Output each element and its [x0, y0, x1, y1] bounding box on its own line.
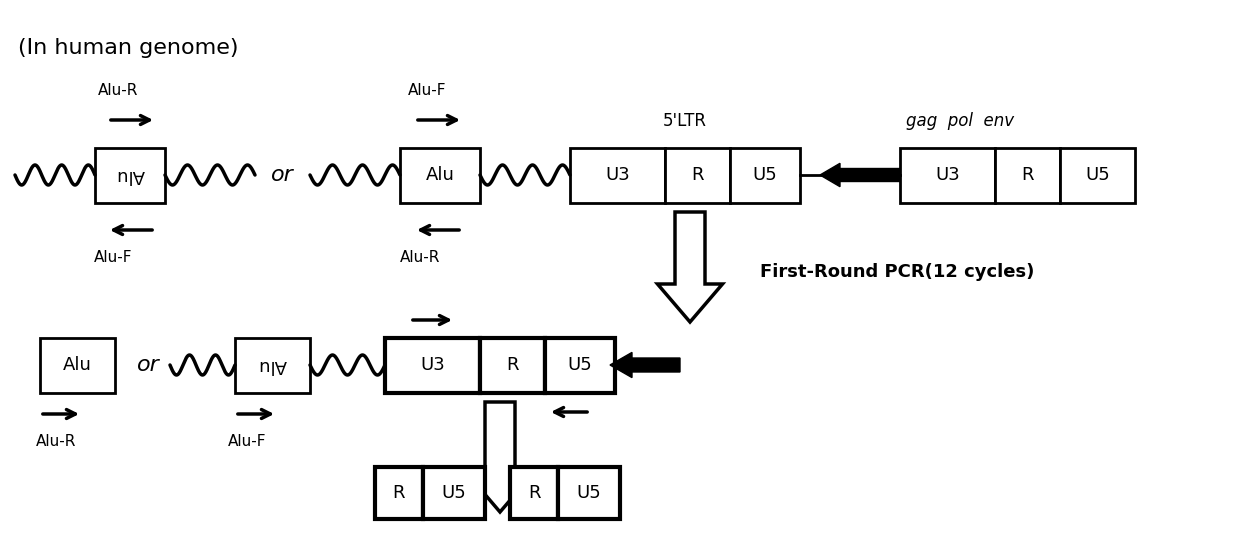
FancyArrow shape [610, 352, 680, 377]
Text: U5: U5 [1085, 166, 1110, 184]
Bar [665, 148, 730, 203]
Text: R: R [528, 484, 541, 502]
Text: U3: U3 [605, 166, 630, 184]
Bar [570, 148, 665, 203]
Text: gag  pol  env: gag pol env [906, 112, 1014, 130]
Text: R: R [691, 166, 704, 184]
Text: (In human genome): (In human genome) [19, 38, 238, 58]
Text: R: R [393, 484, 405, 502]
Text: Alu: Alu [115, 166, 144, 184]
Text: Alu-F: Alu-F [94, 250, 133, 265]
Polygon shape [657, 212, 723, 322]
Bar [384, 338, 480, 393]
Text: or: or [270, 165, 294, 185]
Text: U3: U3 [420, 356, 445, 375]
Bar [994, 148, 1060, 203]
Text: U5: U5 [568, 356, 593, 375]
Text: Alu: Alu [63, 356, 92, 375]
Text: Alu-R: Alu-R [98, 83, 139, 98]
Text: U5: U5 [753, 166, 777, 184]
Bar [374, 467, 423, 519]
Bar [1060, 148, 1135, 203]
Bar [510, 467, 558, 519]
Bar [730, 148, 800, 203]
Text: Alu: Alu [425, 166, 454, 184]
Bar [546, 338, 615, 393]
Bar [236, 338, 310, 393]
Text: Alu-F: Alu-F [408, 83, 446, 98]
Bar [401, 148, 480, 203]
Text: First-Round PCR(12 cycles): First-Round PCR(12 cycles) [760, 263, 1034, 281]
Text: U5: U5 [441, 484, 466, 502]
Bar [900, 148, 994, 203]
Text: Alu: Alu [258, 356, 286, 375]
Text: R: R [506, 356, 518, 375]
Text: 5'LTR: 5'LTR [663, 112, 707, 130]
FancyArrow shape [820, 163, 900, 186]
Text: R: R [1022, 166, 1034, 184]
Bar [480, 338, 546, 393]
Bar [423, 467, 485, 519]
Bar [95, 148, 165, 203]
Text: or: or [136, 355, 160, 375]
Text: Alu-F: Alu-F [228, 434, 267, 449]
Bar [40, 338, 115, 393]
Text: U3: U3 [935, 166, 960, 184]
Text: Alu-R: Alu-R [401, 250, 440, 265]
Text: U5: U5 [577, 484, 601, 502]
Polygon shape [467, 402, 532, 512]
Text: Alu-R: Alu-R [36, 434, 77, 449]
Bar [558, 467, 620, 519]
